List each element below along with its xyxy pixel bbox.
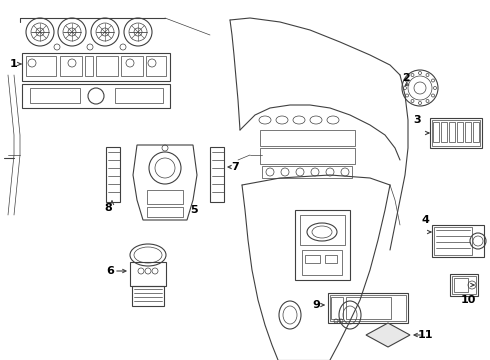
Bar — [22, 84, 170, 108]
Bar — [26, 56, 56, 76]
Bar — [452, 276, 476, 294]
Bar — [346, 297, 391, 319]
Bar — [147, 190, 183, 204]
Bar — [85, 56, 93, 76]
Bar — [430, 118, 482, 148]
Text: 1: 1 — [10, 59, 18, 69]
Bar — [30, 88, 80, 103]
Bar — [121, 56, 143, 76]
Bar — [305, 255, 320, 263]
Text: 3: 3 — [413, 115, 421, 125]
Text: 11: 11 — [417, 330, 433, 340]
Bar — [433, 122, 439, 142]
Bar — [325, 255, 337, 263]
Bar — [432, 225, 484, 257]
Bar — [465, 122, 471, 142]
Text: 8: 8 — [104, 203, 112, 213]
Bar — [262, 166, 352, 178]
Polygon shape — [366, 323, 410, 347]
Bar — [115, 88, 163, 103]
Bar — [450, 274, 478, 296]
Bar — [60, 56, 82, 76]
Bar — [106, 147, 120, 202]
Bar — [330, 295, 406, 321]
Text: 4: 4 — [421, 215, 429, 225]
Bar — [210, 147, 224, 202]
Bar — [132, 286, 164, 306]
Bar — [441, 122, 447, 142]
Bar — [454, 278, 468, 292]
Bar — [328, 293, 408, 323]
Bar — [295, 210, 350, 280]
Bar — [300, 215, 345, 245]
Bar — [147, 207, 183, 217]
Bar — [22, 53, 170, 81]
Bar — [260, 130, 355, 146]
Text: 10: 10 — [460, 295, 476, 305]
Bar — [302, 250, 342, 275]
Bar — [434, 227, 472, 255]
Bar — [457, 122, 463, 142]
Bar — [432, 120, 480, 146]
Text: 5: 5 — [190, 205, 198, 215]
Bar — [473, 122, 479, 142]
Bar — [130, 262, 166, 286]
Text: 9: 9 — [312, 300, 320, 310]
Text: 6: 6 — [106, 266, 114, 276]
Bar — [146, 56, 166, 76]
Text: 2: 2 — [402, 73, 410, 83]
Text: 7: 7 — [231, 162, 239, 172]
Bar — [449, 122, 455, 142]
Bar — [260, 148, 355, 164]
Bar — [96, 56, 118, 76]
Bar — [331, 297, 343, 319]
